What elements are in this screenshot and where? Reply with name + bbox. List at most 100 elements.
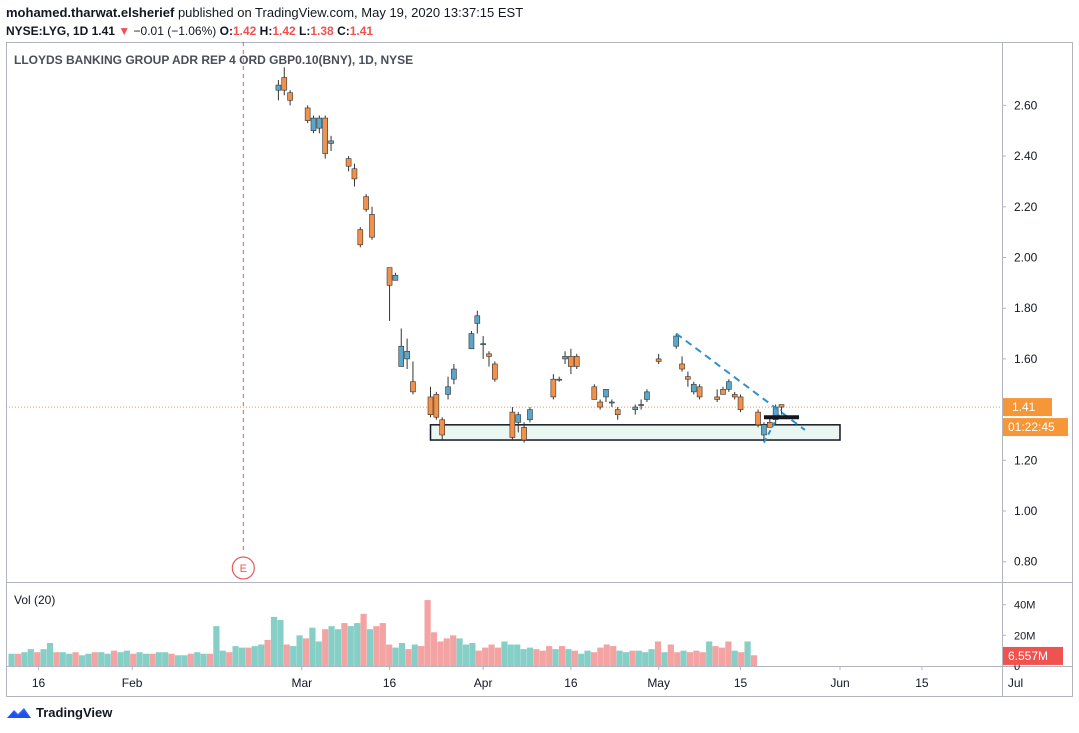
volume-bar xyxy=(398,643,406,666)
candle xyxy=(310,115,317,134)
close-label: C: xyxy=(337,24,350,38)
volume-bar xyxy=(603,644,610,666)
volume-bar xyxy=(667,644,674,666)
candle xyxy=(386,267,393,321)
candle xyxy=(685,371,691,387)
candle xyxy=(714,389,720,402)
candle-body xyxy=(527,409,533,421)
price-tick-label: 2.20 xyxy=(1014,200,1038,214)
candle-body xyxy=(737,396,744,410)
candle xyxy=(731,391,738,400)
volume-bar xyxy=(533,649,540,666)
volume-bar xyxy=(725,641,732,666)
candle xyxy=(597,399,603,410)
symbol-label[interactable]: NYSE:LYG, 1D xyxy=(6,24,89,38)
candle-body xyxy=(714,396,720,400)
candle xyxy=(573,353,580,370)
candle-body xyxy=(655,358,662,362)
price-tick-label: 1.80 xyxy=(1014,301,1038,315)
volume-bar xyxy=(110,650,118,666)
candle-body xyxy=(310,117,317,132)
volume-bar xyxy=(296,635,303,666)
volume-bar xyxy=(507,644,514,666)
candle xyxy=(614,407,621,420)
candle xyxy=(316,115,323,134)
volume-bar xyxy=(232,646,239,666)
downtrend-line xyxy=(675,332,806,431)
candle-body xyxy=(766,421,773,428)
time-tick-label: 15 xyxy=(915,676,929,690)
volume-bar xyxy=(437,641,444,666)
annotation-layer-back: E xyxy=(6,42,1002,580)
candle xyxy=(351,163,358,187)
candle xyxy=(673,333,680,349)
volume-bar xyxy=(258,644,265,666)
candle-body xyxy=(363,196,369,210)
candle-body xyxy=(398,345,405,367)
candle xyxy=(433,391,440,420)
chart-header: mohamed.tharwat.elsherief published on T… xyxy=(6,4,523,40)
volume-bar xyxy=(635,650,642,666)
low-label: L: xyxy=(299,24,311,38)
candle xyxy=(275,80,282,101)
volume-bar xyxy=(584,650,591,666)
volume-bar xyxy=(91,652,98,666)
volume-bar xyxy=(8,653,15,666)
volume-bar xyxy=(494,647,502,666)
volume-bar xyxy=(136,652,143,666)
volume-bar xyxy=(251,646,258,666)
candle xyxy=(679,356,685,372)
candle-body xyxy=(515,414,522,423)
candle xyxy=(568,348,574,375)
candle xyxy=(720,386,726,395)
volume-bar xyxy=(520,649,527,666)
published-text: published on TradingView.com, May 19, 20… xyxy=(177,5,524,20)
volume-bar xyxy=(40,649,47,666)
countdown-badge-label: 01:22:45 xyxy=(1008,420,1055,434)
chart-frame[interactable]: LLOYDS BANKING GROUP ADR REP 4 ORD GBP0.… xyxy=(6,42,1073,697)
ohlc-line: NYSE:LYG, 1D 1.41 ▼ −0.01 (−1.06%) O:1.4… xyxy=(6,22,523,40)
publisher-name[interactable]: mohamed.tharwat.elsherief xyxy=(6,5,175,20)
candle-body xyxy=(609,401,615,404)
volume-bar xyxy=(341,623,348,666)
volume-bar xyxy=(59,652,66,666)
open-label: O: xyxy=(219,24,233,38)
volume-bar xyxy=(53,652,60,666)
candle-body xyxy=(726,381,732,390)
volume-bar xyxy=(699,652,706,666)
candle xyxy=(696,384,703,400)
candle-body xyxy=(492,363,498,380)
volume-bar xyxy=(245,647,252,666)
event-marker-label: E xyxy=(240,563,247,575)
candle-body xyxy=(369,214,375,238)
candlestick-chart[interactable]: LLOYDS BANKING GROUP ADR REP 4 ORD GBP0.… xyxy=(6,42,1073,697)
volume-bar xyxy=(21,652,28,666)
high-value: 1.42 xyxy=(272,24,296,38)
time-tick-label: Jul xyxy=(1008,676,1023,690)
time-tick-label: 16 xyxy=(383,676,397,690)
footer[interactable]: TradingView xyxy=(6,705,112,720)
volume-bar xyxy=(174,655,182,666)
volume-bar xyxy=(142,653,150,666)
candle-body xyxy=(345,158,352,167)
volume-bar xyxy=(181,655,188,666)
candle-body xyxy=(351,168,358,180)
candle-body xyxy=(731,394,738,398)
time-tick-label: 15 xyxy=(734,676,748,690)
volume-bar xyxy=(360,613,367,666)
candle xyxy=(755,409,761,428)
candle xyxy=(474,310,481,334)
volume-bar xyxy=(443,638,450,666)
time-tick-label: 16 xyxy=(564,676,578,690)
candle xyxy=(591,384,598,400)
volume-bar xyxy=(712,646,719,666)
event-marker-circle xyxy=(231,556,255,580)
volume-bar xyxy=(450,635,457,666)
volume-bar xyxy=(322,629,329,666)
candle-body xyxy=(322,117,329,154)
volume-bar xyxy=(418,646,425,666)
volume-bar xyxy=(302,638,310,666)
candle xyxy=(369,206,375,240)
low-value: 1.38 xyxy=(310,24,334,38)
candle xyxy=(562,351,568,364)
